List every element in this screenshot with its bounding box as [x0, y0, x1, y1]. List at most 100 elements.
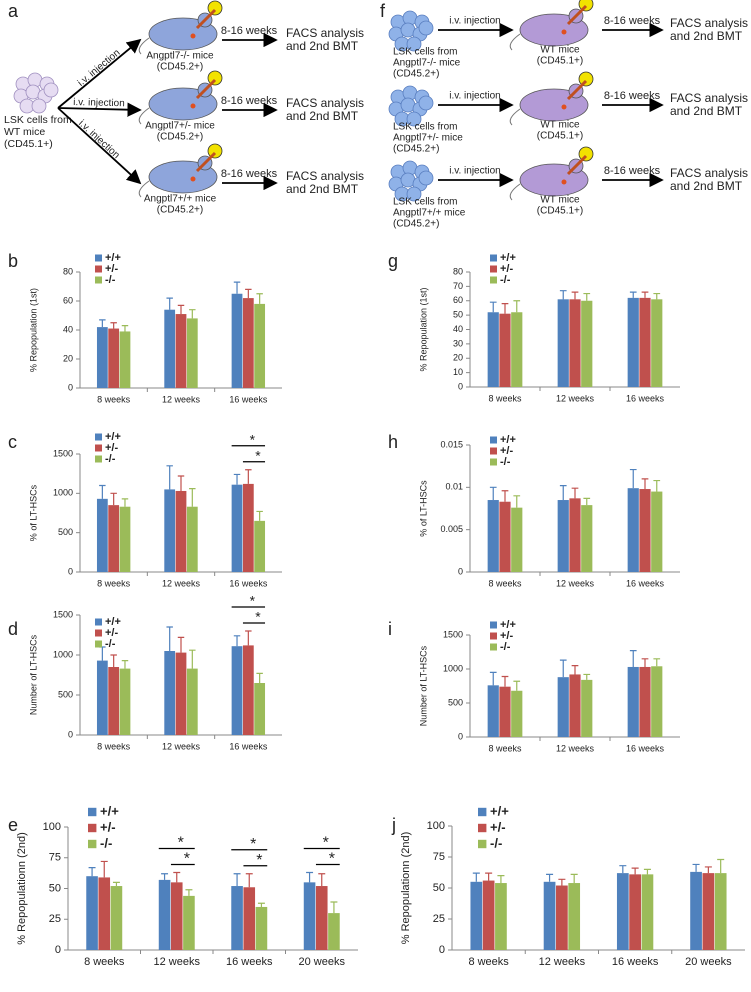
error-bar — [257, 902, 265, 907]
error-bar — [583, 497, 591, 506]
error-bar — [99, 484, 106, 499]
legend-label: +/+ — [105, 616, 121, 628]
y-tick-label: 0 — [55, 944, 61, 956]
legend-swatch — [490, 276, 497, 284]
legend-swatch — [478, 823, 487, 833]
error-bar — [306, 871, 314, 883]
error-bar — [166, 297, 173, 310]
bar — [487, 685, 499, 737]
error-bar — [256, 672, 263, 683]
source-text: (CD45.2+) — [393, 69, 439, 80]
time-label: 8-16 weeks — [221, 25, 278, 37]
x-tick-label: 8 weeks — [488, 578, 522, 588]
cell-icon — [31, 98, 47, 114]
recipient-text: (CD45.1+) — [537, 131, 583, 142]
bar — [255, 906, 268, 950]
bar — [242, 483, 254, 572]
error-bar — [489, 301, 497, 313]
error-bar — [100, 860, 108, 878]
legend-label: -/- — [105, 453, 116, 465]
y-axis-label: Number of LT-HSCs — [28, 634, 38, 715]
x-tick-label: 8 weeks — [488, 393, 522, 403]
error-bar — [559, 290, 567, 300]
y-axis-label: Number of LT-HSCs — [418, 645, 428, 726]
y-tick-label: 60 — [453, 295, 463, 305]
legend-label: +/- — [105, 263, 118, 275]
x-tick-label: 16 weeks — [626, 578, 665, 588]
time-label: 8-16 weeks — [604, 15, 661, 27]
x-tick-label: 12 weeks — [162, 578, 201, 588]
significance-label: * — [178, 835, 184, 852]
recipient-text: Angptl7+/+ mice — [144, 194, 217, 205]
legend-label: +/+ — [500, 434, 516, 446]
significance-label: * — [255, 609, 261, 625]
significance-label: * — [256, 852, 262, 869]
error-bar — [489, 486, 497, 501]
error-bar — [99, 319, 106, 328]
error-bar — [318, 873, 326, 887]
bar — [186, 318, 198, 388]
significance-label: * — [184, 851, 190, 868]
source-text: WT mice — [4, 126, 45, 138]
error-bar — [233, 635, 241, 647]
x-tick-label: 8 weeks — [468, 956, 509, 968]
legend-swatch — [490, 621, 497, 629]
recipient-text: WT mice — [540, 195, 580, 206]
outcome-text: FACS analysis — [286, 96, 364, 110]
syringe-icon — [566, 4, 588, 26]
y-tick-label: 0 — [68, 566, 73, 576]
x-tick-label: 8 weeks — [97, 578, 131, 588]
mouse-tail — [138, 107, 150, 125]
bar — [581, 300, 593, 387]
route-label: i.v. injection — [76, 118, 121, 161]
route-label: i.v. injection — [76, 47, 123, 88]
error-bar — [177, 475, 185, 491]
error-bar — [558, 878, 566, 886]
legend-swatch — [95, 254, 102, 262]
y-tick-label: 0 — [458, 566, 463, 576]
x-tick-label: 20 weeks — [299, 956, 346, 968]
bar — [714, 873, 727, 950]
y-tick-label: 50 — [433, 882, 445, 894]
route-label: i.v. injection — [449, 166, 501, 177]
source-text: (CD45.2+) — [393, 219, 439, 230]
bar — [86, 876, 98, 950]
syringe-icon — [566, 79, 588, 101]
cell-icon — [406, 186, 422, 202]
cell-icon — [418, 95, 434, 111]
bar — [557, 299, 569, 387]
error-bar — [583, 292, 591, 301]
bar — [186, 668, 198, 735]
bar — [315, 886, 328, 950]
x-tick-label: 16 weeks — [229, 578, 268, 588]
y-tick-label: 25 — [49, 913, 61, 925]
error-bar — [110, 322, 117, 329]
outcome-text: FACS analysis — [670, 16, 748, 30]
y-tick-label: 20 — [453, 353, 463, 363]
bar — [231, 646, 243, 735]
legend-label: +/- — [500, 263, 513, 275]
bar — [569, 299, 581, 387]
legend-label: +/- — [500, 630, 513, 642]
y-tick-label: 25 — [433, 913, 445, 925]
outcome-text: and 2nd BMT — [670, 29, 743, 43]
source-text: Angptl7+/- mice — [393, 133, 463, 144]
legend-swatch — [95, 265, 102, 273]
error-bar — [177, 304, 185, 315]
bar — [511, 690, 523, 737]
error-bar — [619, 865, 627, 874]
y-tick-label: 70 — [453, 281, 463, 291]
legend-swatch — [490, 254, 497, 262]
y-tick-label: 80 — [63, 266, 73, 276]
legend-swatch — [95, 640, 102, 648]
error-bar — [546, 873, 554, 882]
error-bar — [571, 291, 579, 300]
recipient-text: (CD45.2+) — [157, 62, 203, 73]
bar — [119, 668, 131, 735]
error-bar — [653, 292, 661, 300]
bar — [175, 314, 187, 388]
error-bar — [173, 871, 181, 883]
y-tick-label: 500 — [448, 697, 463, 707]
error-bar — [629, 650, 637, 667]
error-bar — [513, 680, 521, 691]
